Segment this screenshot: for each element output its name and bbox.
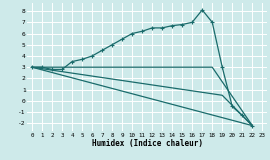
- X-axis label: Humidex (Indice chaleur): Humidex (Indice chaleur): [92, 139, 203, 148]
